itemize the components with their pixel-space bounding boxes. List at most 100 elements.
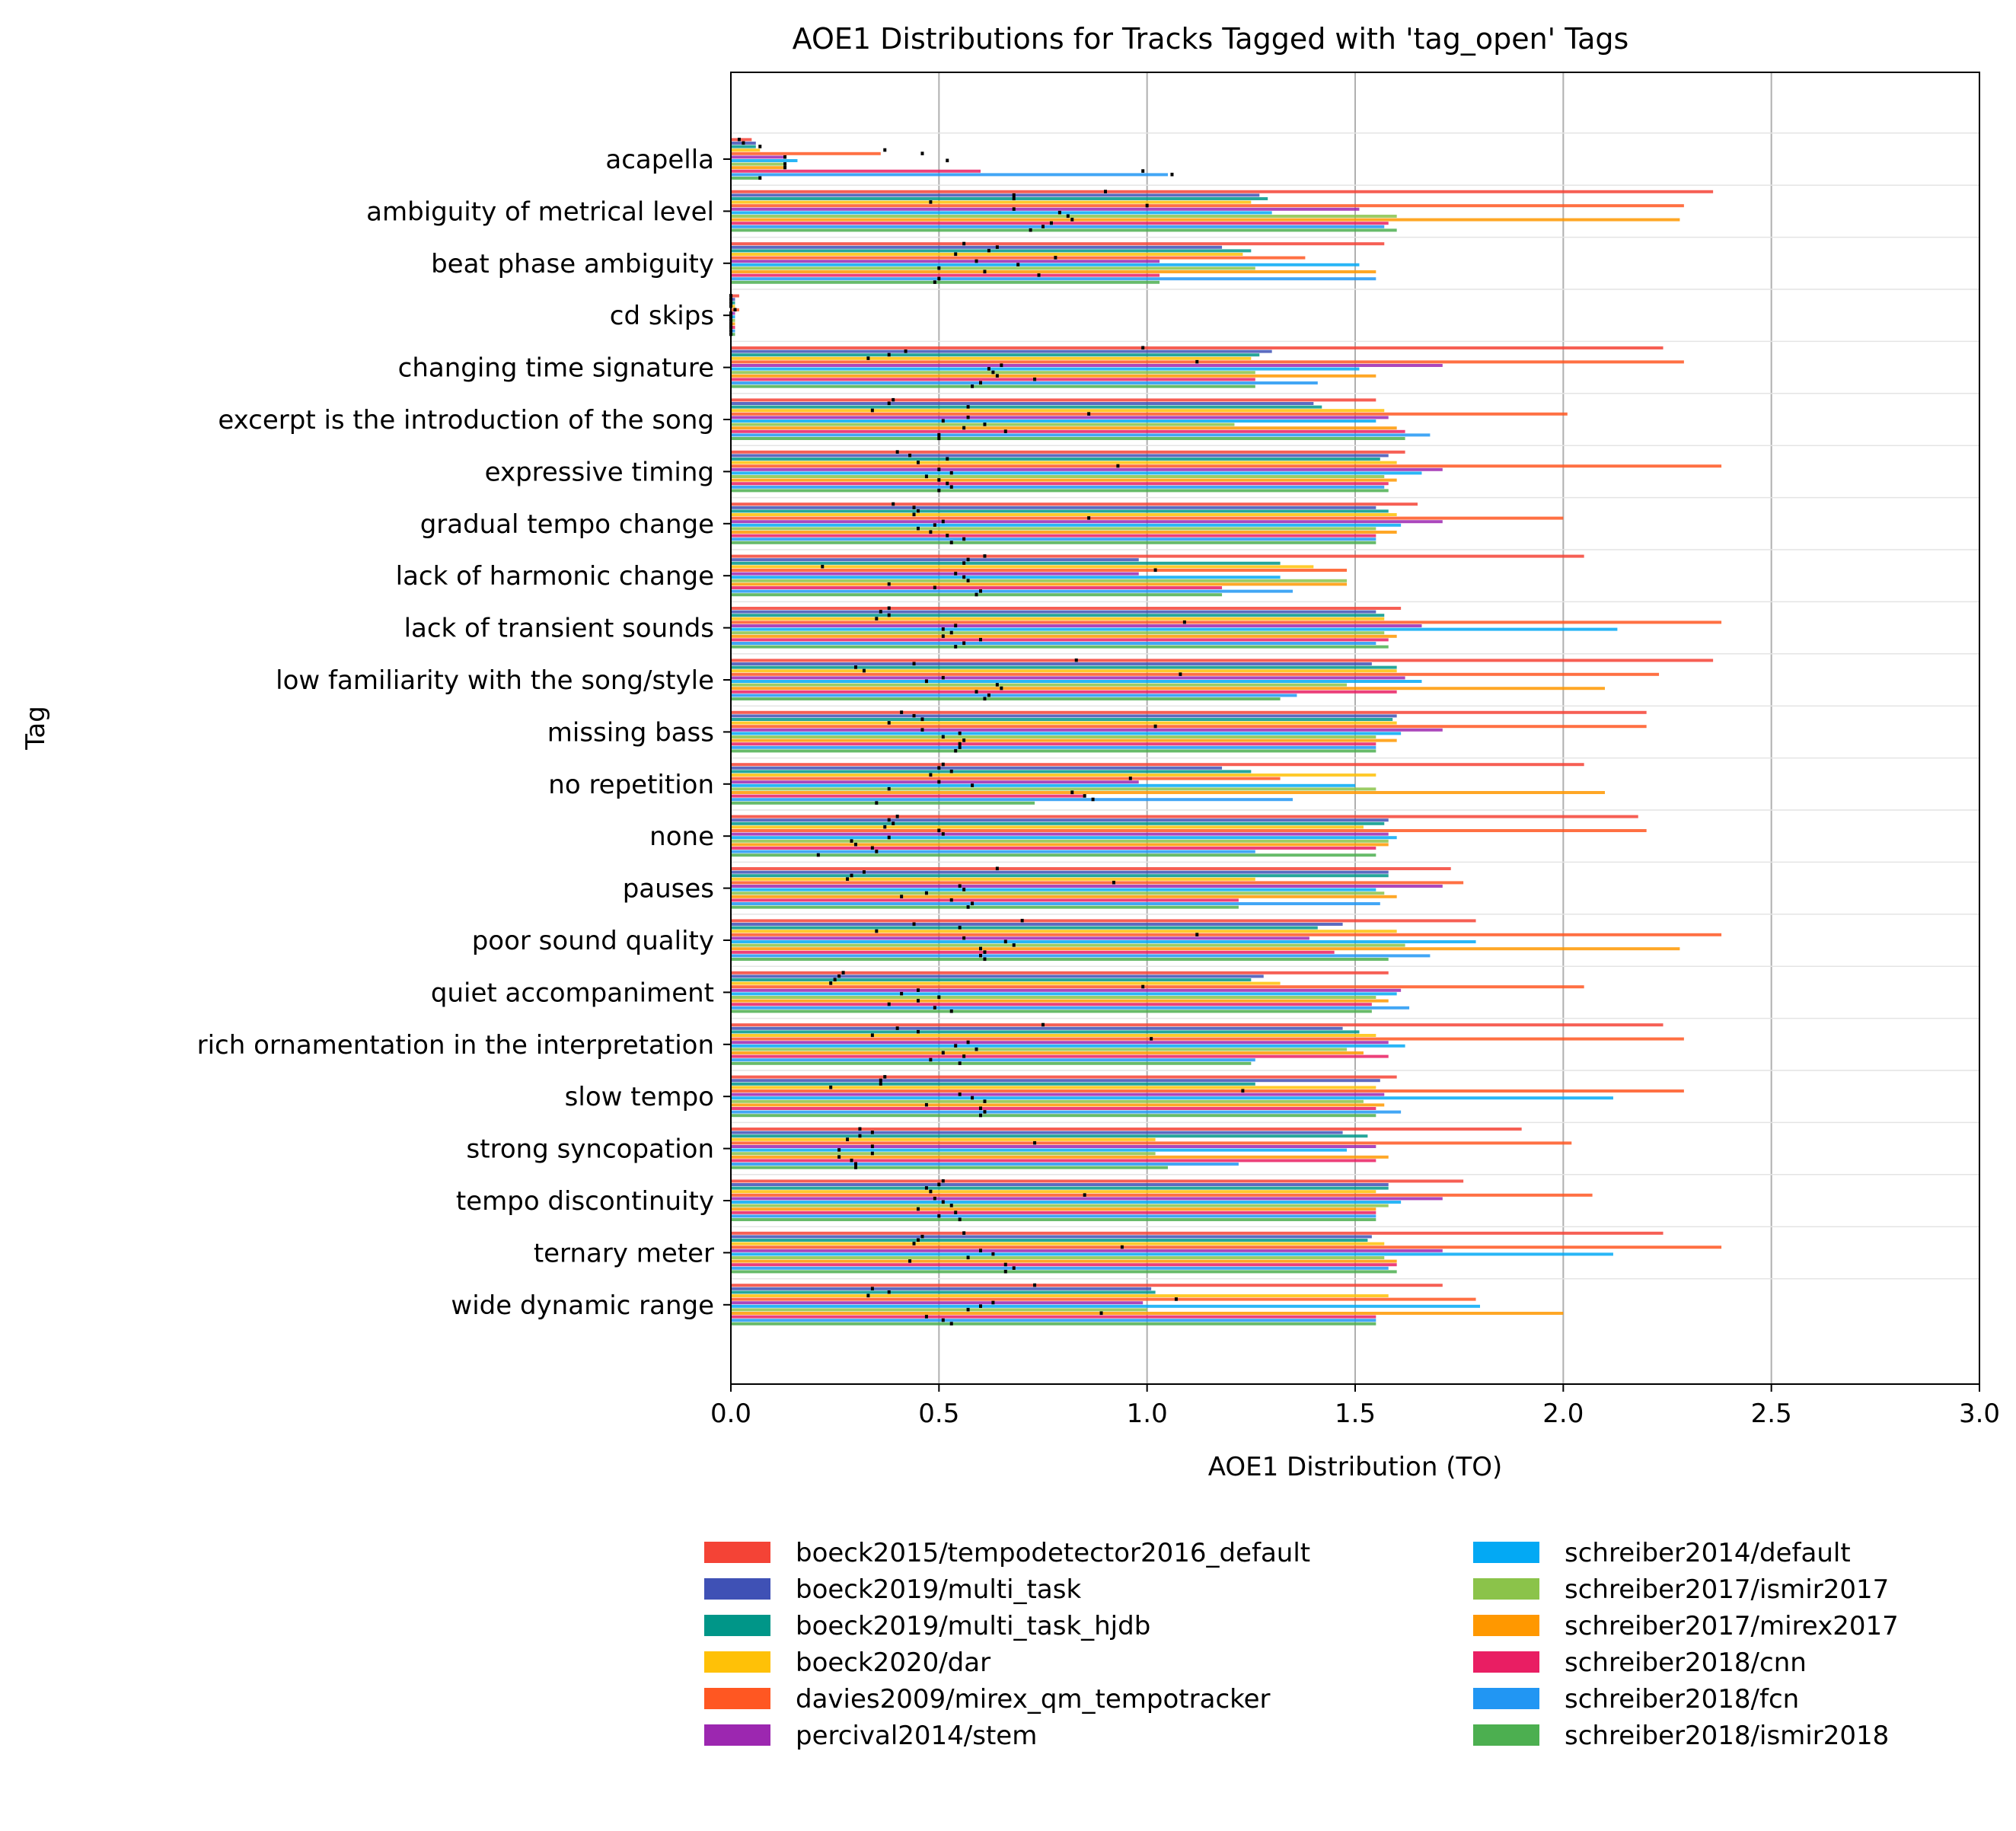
bar-boeck2019-multi-task [731,1235,1372,1239]
bar-boeck2019-multi-task-hjdb [731,145,756,148]
median-marker [937,766,941,770]
median-marker [895,450,899,454]
bar-boeck2019-multi-task-hjdb [731,1030,1360,1034]
bar-boeck2019-multi-task-hjdb [731,614,1385,617]
median-marker [962,561,966,565]
bar-schreiber2018-ismir2018 [731,853,1376,857]
legend-label: davies2009/mirex_qm_tempotracker [796,1684,1271,1715]
median-marker [1003,1262,1007,1267]
median-marker [941,735,945,739]
median-marker [912,1242,916,1246]
bar-schreiber2018-cnn [731,1003,1372,1006]
median-marker [991,370,995,375]
bar-boeck2015-tempodetector2016-default [731,815,1638,818]
median-marker [1000,686,1003,691]
median-marker [1116,464,1120,468]
bar-schreiber2018-ismir2018 [731,697,1281,700]
median-marker [941,1200,945,1204]
bar-schreiber2017-ismir2017 [731,996,1376,999]
bar-boeck2019-multi-task [731,349,1272,353]
bar-schreiber2018-fcn [731,1163,1239,1166]
median-marker [979,953,982,958]
bar-boeck2020-dar [731,825,1364,829]
bar-boeck2019-multi-task [731,1287,1152,1290]
bar-davies2009-mirex-qm-tempotracker [731,620,1722,624]
median-marker [900,710,904,714]
chart-title: AOE1 Distributions for Tracks Tagged wit… [793,22,1629,56]
bar-schreiber2018-cnn [731,1263,1397,1267]
bar-percival2014-stem [731,1093,1385,1096]
median-marker [841,971,845,975]
y-tick-label: expressive timing [485,457,714,487]
bar-schreiber2018-ismir2018 [731,280,1160,284]
bar-boeck2019-multi-task-hjdb [731,301,735,305]
bar-boeck2020-dar [731,565,1314,569]
median-marker [1066,214,1070,219]
bar-davies2009-mirex-qm-tempotracker [731,829,1647,832]
bar-percival2014-stem [731,1197,1443,1201]
bar-schreiber2018-ismir2018 [731,1061,1252,1065]
bar-schreiber2018-ismir2018 [731,437,1405,440]
median-marker [917,1029,920,1034]
median-marker [887,835,891,840]
median-marker [1041,1022,1045,1027]
legend-swatch [704,1724,770,1746]
bar-davies2009-mirex-qm-tempotracker [731,204,1684,208]
bar-percival2014-stem [731,988,1402,992]
median-marker [904,349,908,353]
median-marker [887,1002,891,1006]
bar-schreiber2018-cnn [731,690,1397,694]
median-marker [870,408,874,413]
bar-boeck2019-multi-task [731,975,1264,978]
bar-boeck2019-multi-task [731,1079,1380,1083]
bar-schreiber2018-fcn [731,1214,1376,1218]
median-marker [962,426,966,430]
bar-boeck2019-multi-task [731,1131,1343,1134]
bar-percival2014-stem [731,311,735,315]
bar-schreiber2017-mirex2017 [731,1051,1364,1054]
median-marker [941,627,945,631]
bar-percival2014-stem [731,936,1309,940]
median-marker [941,1318,945,1322]
bar-schreiber2014-default [731,992,1397,996]
bar-schreiber2014-default [731,940,1476,943]
median-marker [879,610,882,614]
median-marker [954,1211,958,1214]
median-marker [975,592,978,597]
bar-boeck2019-multi-task-hjdb [731,874,1389,878]
bar-schreiber2018-ismir2018 [731,801,1035,805]
median-marker [870,1151,874,1156]
bar-boeck2019-multi-task [731,870,1389,874]
median-marker [975,690,978,694]
median-marker [983,957,987,962]
bar-boeck2015-tempodetector2016-default [731,450,1405,454]
y-tick-label: tempo discontinuity [456,1186,714,1217]
x-tick-label: 1.5 [1335,1399,1376,1429]
bar-schreiber2018-ismir2018 [731,1114,1376,1118]
median-marker [983,554,987,558]
median-marker [941,1051,945,1055]
bar-schreiber2017-ismir2017 [731,162,786,166]
bar-schreiber2018-fcn [731,1110,1402,1114]
bar-boeck2020-dar [731,669,1397,673]
bar-schreiber2018-fcn [731,1058,1255,1062]
median-marker [1016,263,1020,266]
bar-schreiber2018-fcn [731,589,1293,593]
median-marker [917,461,920,464]
median-marker [987,367,990,371]
median-marker [1153,724,1157,729]
median-marker [958,926,962,930]
bar-schreiber2017-ismir2017 [731,318,735,322]
median-marker [816,853,820,857]
median-marker [742,141,745,145]
bar-schreiber2017-ismir2017 [731,1048,1348,1051]
median-marker [958,884,962,888]
median-marker [1104,190,1107,193]
bars [731,138,1722,1325]
bar-davies2009-mirex-qm-tempotracker [731,881,1464,885]
bar-percival2014-stem [731,1145,1376,1148]
bar-boeck2019-multi-task-hjdb [731,1134,1368,1138]
median-marker [912,506,916,509]
bar-schreiber2017-mirex2017 [731,999,1389,1003]
bar-schreiber2018-fcn [731,798,1293,802]
